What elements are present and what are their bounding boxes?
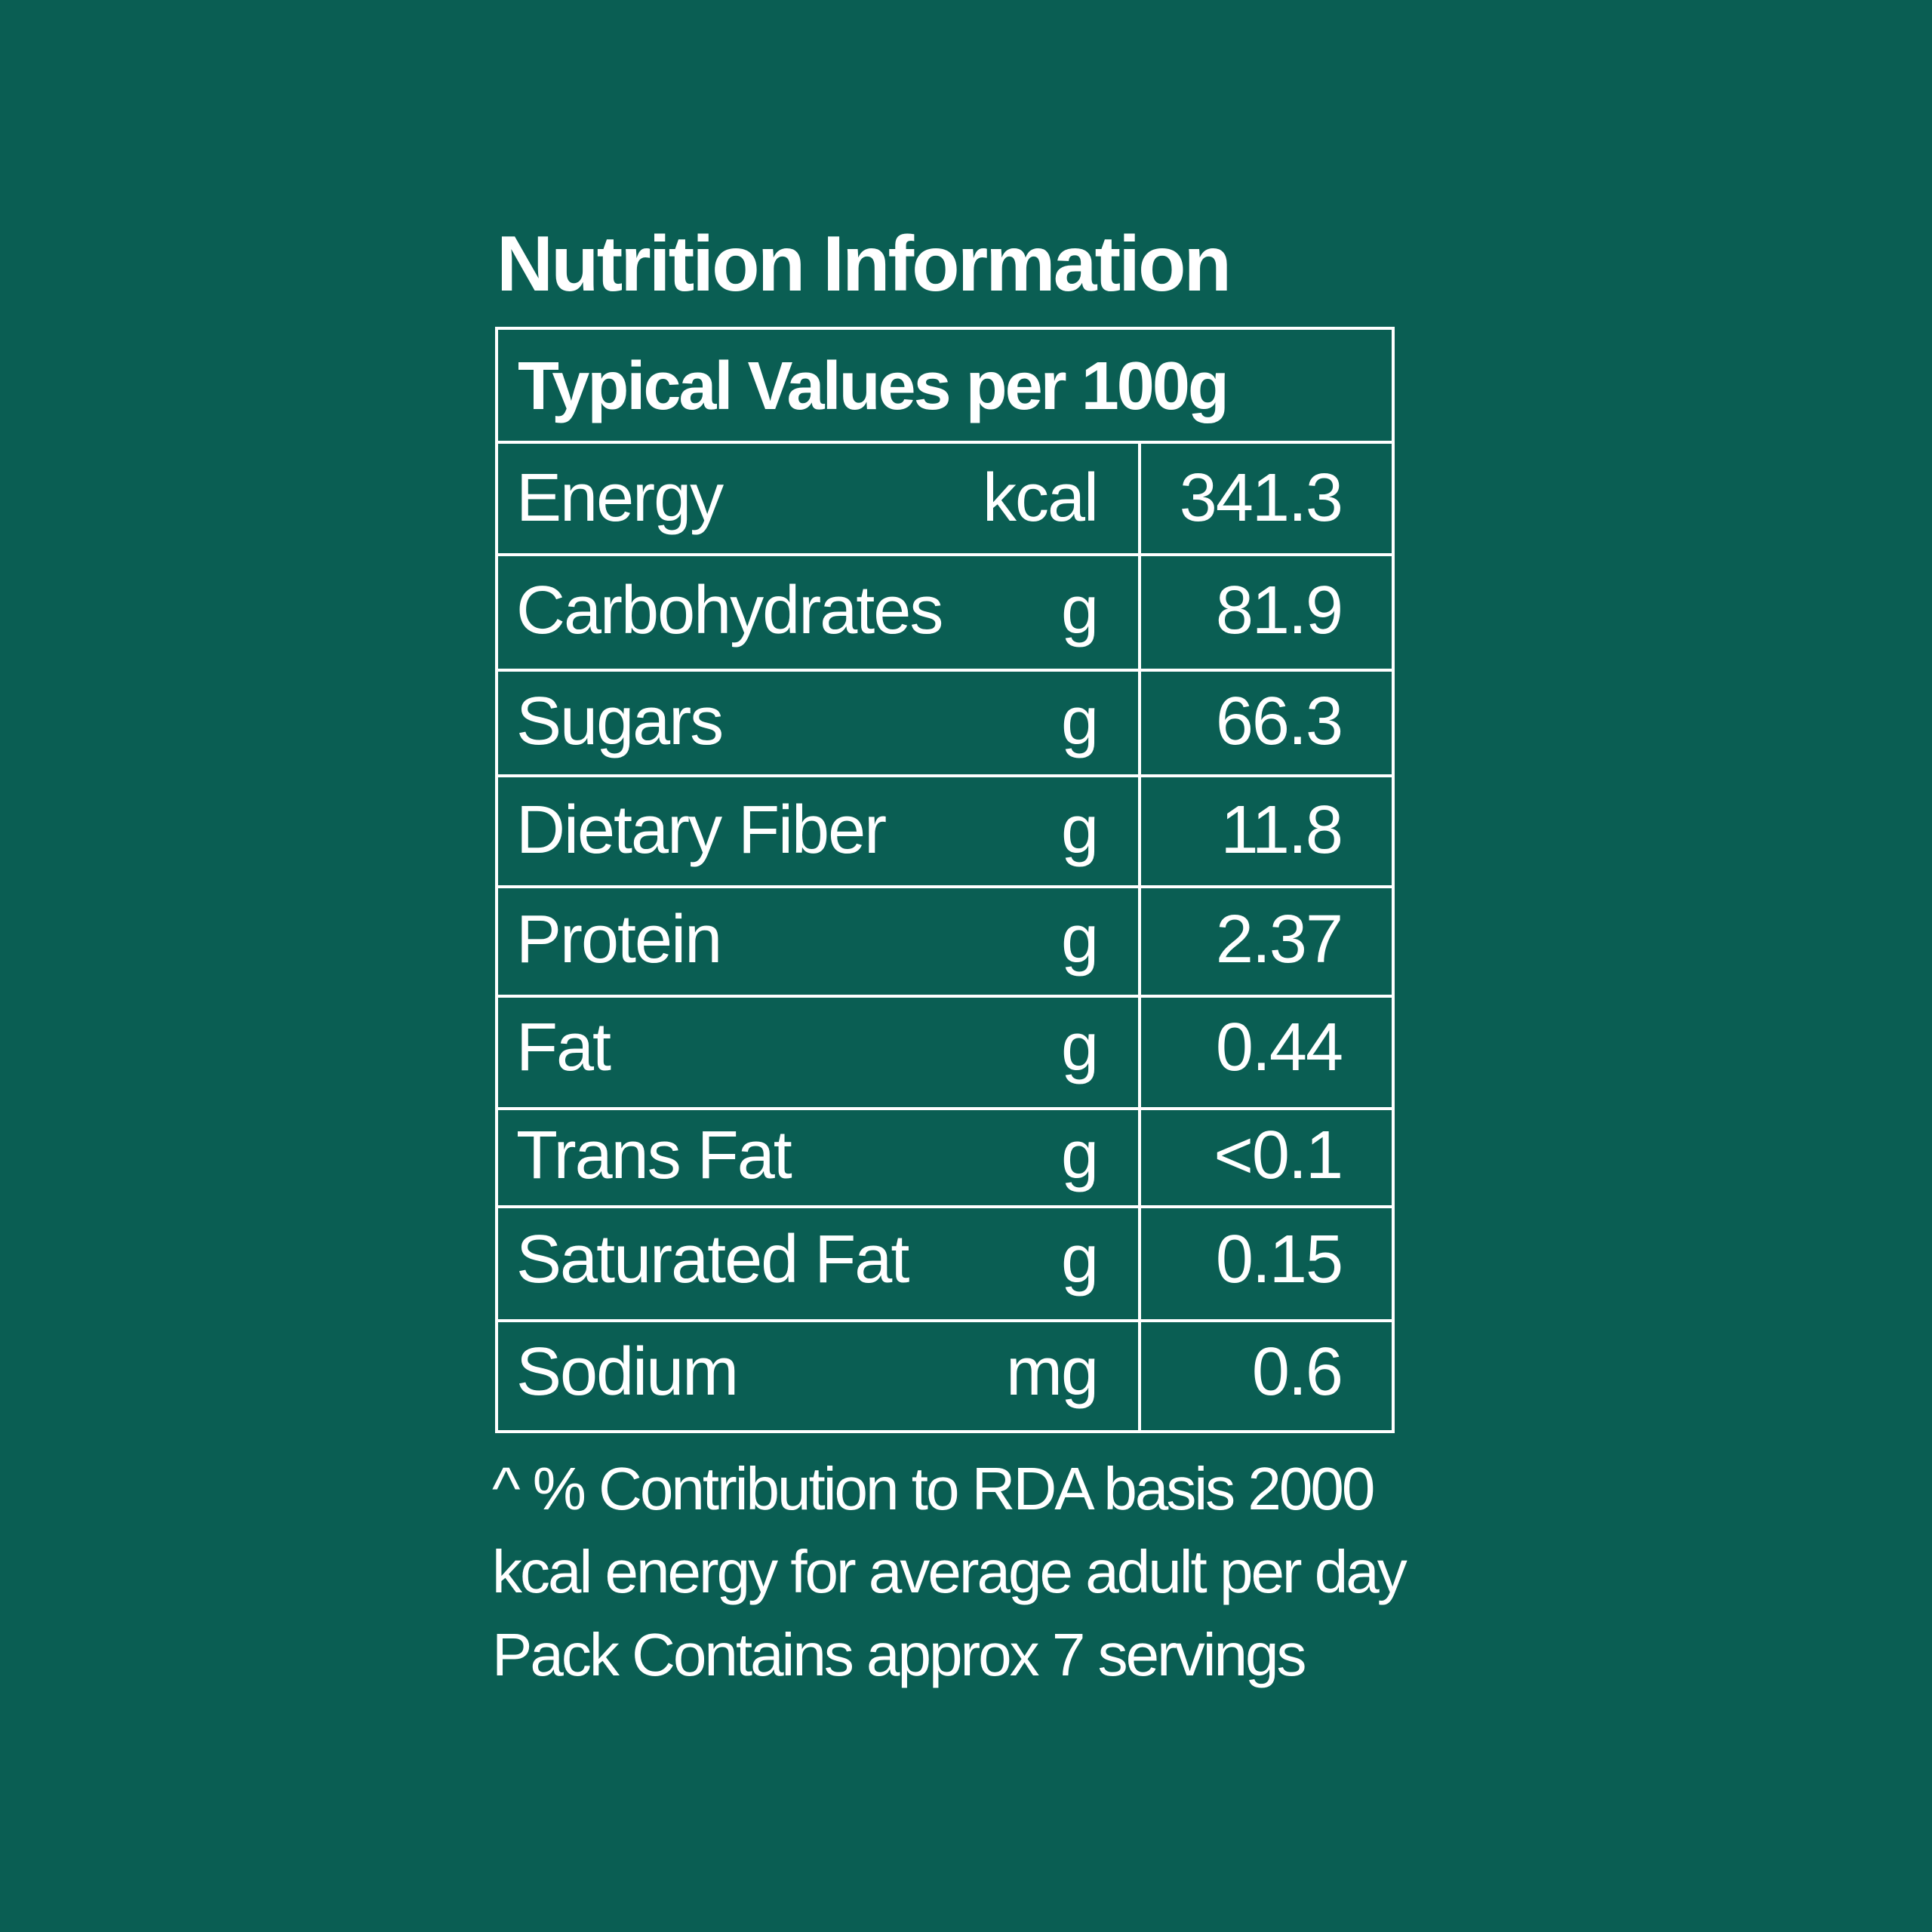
nutrient-value: <0.1 <box>1214 1118 1343 1193</box>
table-row: Saturated Fat g 0.15 <box>498 1208 1392 1322</box>
nutrient-unit: mg <box>1005 1334 1099 1410</box>
footnote-energy-line: kcal energy for average adult per day <box>492 1538 1407 1605</box>
nutrient-unit: g <box>1060 1010 1099 1085</box>
nutrient-name: Sodium <box>516 1334 739 1410</box>
table-header: Typical Values per 100g <box>498 330 1392 444</box>
nutrient-name: Protein <box>516 902 722 977</box>
table-row: Trans Fat g <0.1 <box>498 1110 1392 1208</box>
table-row: Energy kcal 341.3 <box>498 441 1392 556</box>
table-row: Dietary Fiber g 11.8 <box>498 777 1392 888</box>
nutrient-name: Dietary Fiber <box>516 792 887 868</box>
table-row: Sodium mg 0.6 <box>498 1322 1392 1433</box>
nutrient-unit: g <box>1060 902 1099 977</box>
nutrient-value: 2.37 <box>1215 902 1343 977</box>
page-title: Nutrition Information <box>497 220 1232 308</box>
footnote: ^ % Contribution to RDA basis 2000 kcal … <box>492 1447 1473 1697</box>
nutrient-unit: kcal <box>982 460 1099 536</box>
nutrient-value: 0.6 <box>1251 1334 1343 1410</box>
nutrient-value: 0.44 <box>1215 1010 1343 1085</box>
table-row: Protein g 2.37 <box>498 888 1392 998</box>
nutrient-value: 0.15 <box>1215 1222 1343 1297</box>
nutrient-value: 11.8 <box>1220 792 1343 868</box>
nutrient-unit: g <box>1060 1118 1099 1193</box>
table-row: Fat g 0.44 <box>498 998 1392 1110</box>
nutrient-name: Sugars <box>516 684 724 759</box>
nutrient-value: 81.9 <box>1215 573 1343 648</box>
nutrient-unit: g <box>1060 684 1099 759</box>
footnote-servings-line: Pack Contains approx 7 servings <box>492 1621 1307 1688</box>
table-row: Sugars g 66.3 <box>498 672 1392 777</box>
nutrient-name: Fat <box>516 1010 611 1085</box>
nutrient-name: Carbohydrates <box>516 573 943 648</box>
nutrient-value: 66.3 <box>1215 684 1343 759</box>
table-row: Carbohydrates g 81.9 <box>498 556 1392 672</box>
nutrient-unit: g <box>1060 792 1099 868</box>
nutrient-name: Trans Fat <box>516 1118 792 1193</box>
column-divider <box>1138 441 1141 1433</box>
nutrient-unit: g <box>1060 573 1099 648</box>
nutrient-name: Energy <box>516 460 724 536</box>
nutrition-table: Typical Values per 100g Energy kcal 341.… <box>495 327 1395 1433</box>
nutrient-unit: g <box>1060 1222 1099 1297</box>
table-header-label: Typical Values per 100g <box>518 349 1229 424</box>
nutrient-value: 341.3 <box>1179 460 1343 536</box>
nutrient-name: Saturated Fat <box>516 1222 909 1297</box>
footnote-rda-line: ^ % Contribution to RDA basis 2000 <box>492 1455 1375 1522</box>
